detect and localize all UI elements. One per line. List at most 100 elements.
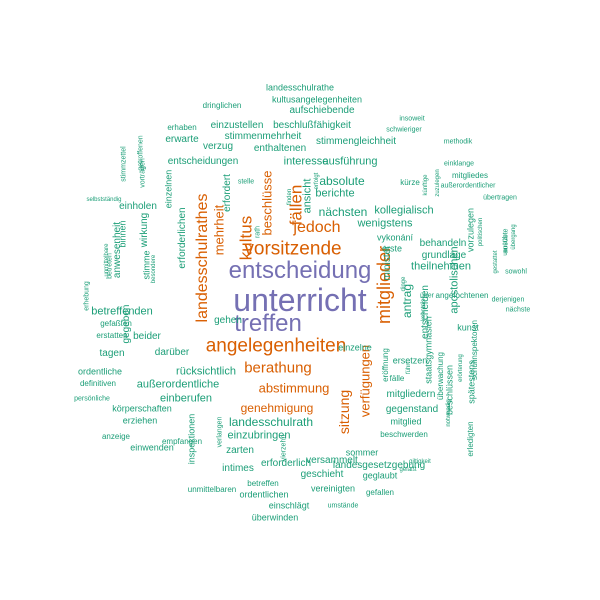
word: landesschulrath [228, 415, 314, 429]
word: selbstständig [86, 197, 122, 203]
word: erziehen [122, 415, 158, 426]
word: erforderlichen [177, 207, 188, 269]
word: ordentlichen [239, 489, 289, 500]
word: kenntnis [421, 298, 427, 322]
word: tagen [99, 348, 125, 359]
word: erledigten [466, 421, 475, 457]
word: dinge [401, 276, 407, 292]
word: gehen [214, 315, 242, 326]
word: beschwerden [380, 430, 428, 439]
word: verfügungen [357, 344, 373, 418]
word: jedoch [293, 219, 341, 236]
word: stimmzettel [120, 146, 128, 182]
word: theilnehmen [411, 260, 471, 273]
word: entscheidungen [167, 156, 239, 167]
word: politischen [478, 217, 484, 247]
word: einzustellen [210, 120, 264, 131]
word: sitzung [336, 389, 352, 435]
word: empfangen [161, 437, 203, 446]
word: nächsten [318, 205, 368, 219]
word: finden [287, 188, 293, 206]
word: genehmigung [240, 401, 314, 415]
word: berichte [315, 187, 355, 200]
word: ansicht [301, 178, 314, 214]
word: unmittelbaren [187, 485, 237, 494]
word: versammelt [306, 455, 358, 466]
word: sommer [345, 447, 379, 458]
word: einzelnen [163, 169, 174, 209]
word: grundlage [421, 250, 467, 261]
word: betreten [106, 253, 114, 279]
word: erforderlich [260, 458, 312, 469]
word: körperschaften [112, 403, 172, 414]
word: mitgliedes [451, 171, 489, 180]
word: intimes [222, 463, 254, 474]
word: behandeln [419, 238, 467, 249]
word: berathung [244, 359, 312, 377]
word: abstimmung [258, 380, 330, 396]
word: unnütze [503, 234, 509, 256]
word: erste [381, 243, 403, 254]
word: binnen [117, 220, 128, 248]
word: getroffenen [137, 135, 145, 171]
word: ausführung [322, 155, 378, 168]
word: einwenden [130, 442, 174, 453]
word: beschlüssen [444, 364, 455, 416]
word: geglaubt [362, 470, 398, 481]
word: ordentliche [77, 366, 123, 377]
word: kultusangelegenheiten [271, 94, 363, 105]
word: gegenstand [385, 404, 439, 415]
word: verzug [202, 141, 234, 152]
word: erhaben [167, 123, 197, 132]
word: übertragen [483, 194, 517, 202]
word: übergang [511, 224, 517, 250]
word: zarten [226, 445, 254, 456]
word: persönliche [74, 395, 110, 403]
word: erwarte [165, 134, 199, 145]
word: gefaßten [100, 319, 132, 328]
word: interesse [283, 155, 329, 168]
word: außerordentliche [136, 378, 220, 391]
word: fälle [389, 374, 405, 383]
word: beschlüsse [259, 170, 275, 236]
word: mehrheit [211, 204, 227, 256]
word: vereinigten [310, 483, 356, 494]
word: giltigkeit [409, 459, 431, 465]
word: mitglied [390, 416, 422, 427]
word: verlangen [216, 416, 224, 448]
word: vorsitzende [244, 238, 342, 260]
word: führt [406, 361, 412, 375]
word: erfolgt [314, 172, 320, 190]
word: kultus [236, 215, 256, 261]
word: kunst [457, 322, 479, 333]
word: wirkung [139, 212, 150, 248]
word: vorzulegen [465, 207, 476, 253]
word: angefochtenen [435, 291, 489, 300]
word: rücksichtlich [176, 365, 236, 378]
word: betreffenden [91, 305, 153, 318]
word: überwinden [251, 512, 299, 523]
word: einzubringen [227, 429, 291, 442]
word: erörterung [458, 354, 464, 382]
word: angelegenheiten [205, 335, 347, 357]
word: landesschulrathe [265, 82, 335, 93]
word: landesschulrathes [194, 193, 211, 323]
word: kollegialisch [374, 204, 434, 217]
word: staatsgymnasien [423, 316, 434, 384]
word: beschlußfähigkeit [273, 120, 351, 131]
word: beider [133, 331, 161, 342]
word: stimmenmehrheit [224, 131, 302, 142]
word: wenigstens [357, 217, 413, 230]
word: stimmengleichheit [315, 136, 397, 147]
word: außerordentlicher [440, 182, 496, 190]
word: rath [254, 225, 262, 239]
word: einberufen [160, 392, 212, 405]
word: dringlichen [202, 101, 242, 110]
word: umstände [327, 502, 359, 510]
word: stelle [237, 178, 255, 186]
word: einschlägt [268, 500, 310, 511]
word: inspektionen [186, 413, 197, 465]
word: betreffen [247, 479, 279, 488]
word: zuzulegen [435, 169, 441, 197]
